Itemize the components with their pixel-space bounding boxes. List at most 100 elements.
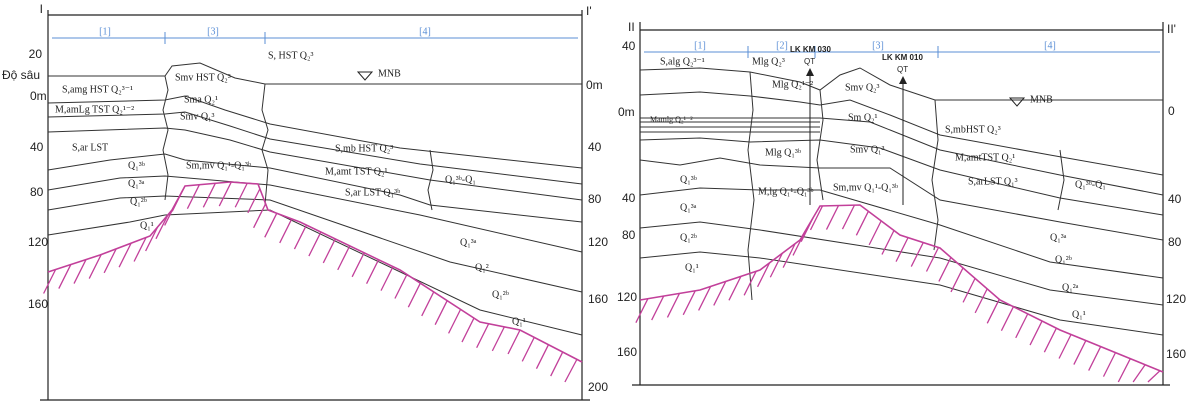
layer-boundary: [640, 158, 1163, 240]
section-end: I': [586, 4, 592, 18]
bedrock-hatch: [44, 270, 56, 294]
bedrock-hatch: [856, 211, 868, 235]
unit-label: Q₁³ᵇ-Q₁: [1075, 179, 1106, 190]
water-level: MNB: [378, 68, 401, 79]
bedrock-hatch: [1059, 335, 1071, 359]
zone-label: [1]: [694, 40, 706, 51]
layer-boundary: [640, 92, 1163, 175]
depth-label: 0: [1168, 104, 1175, 118]
bedrock-hatch: [280, 219, 292, 243]
zone-boundary: [262, 84, 268, 205]
depth-label: 80: [588, 192, 602, 206]
depth-label: 200: [588, 380, 608, 394]
bedrock-hatch: [1148, 371, 1160, 382]
bedrock-hatch: [911, 243, 923, 267]
right-section: II II' [1] [2] [3] [4] 40 0m 40 80 120 1…: [617, 20, 1186, 385]
unit-label: Q₁³ᵃ: [460, 237, 477, 248]
zone-label: [1]: [99, 26, 111, 37]
layer-boundary: [640, 252, 1163, 335]
bedrock-hatch: [492, 327, 504, 351]
unit-label: M,amtTST Q₂¹: [955, 152, 1015, 163]
depth-title: Độ sâu: [2, 68, 40, 82]
depth-label: 80: [1168, 235, 1182, 249]
bedrock-hatch: [826, 206, 838, 230]
unit-label: Q₁²ᵇ: [1055, 254, 1072, 265]
bedrock-surface: [48, 182, 582, 362]
depth-label: 20: [29, 47, 43, 61]
borehole-arrow: [806, 68, 814, 76]
layer-boundary: [48, 112, 582, 184]
bedrock-surface: [640, 205, 1163, 372]
zone-label: [4]: [1044, 40, 1056, 51]
bedrock-hatch: [683, 291, 695, 315]
cross-sections: I I' [1] [3] [4] 20 Độ sâu 0m 40 80 120 …: [0, 0, 1194, 410]
depth-label: 40: [1168, 192, 1182, 206]
bedrock-hatch: [172, 187, 184, 211]
zone-boundary: [748, 72, 754, 300]
water-level: MNB: [1030, 94, 1053, 105]
bedrock-hatch: [636, 299, 648, 323]
bedrock-hatch: [203, 183, 215, 207]
layer-boundary: [640, 188, 1163, 278]
layer-boundary: [48, 63, 582, 84]
unit-label: Smv Q₂³: [845, 82, 880, 93]
bedrock-hatch: [265, 213, 277, 237]
bedrock-hatch: [449, 309, 461, 333]
unit-label: S,ar LST Q₁³ᵇ: [345, 187, 400, 198]
unit-label: Q₁²: [475, 262, 489, 273]
depth-label: 40: [622, 39, 636, 53]
bedrock-hatch: [248, 189, 260, 213]
bedrock-hatch: [235, 183, 247, 207]
depth-label: 120: [28, 235, 48, 249]
unit-label: Q₁³ᵇ-Q₁: [445, 174, 476, 185]
borehole-name: LK KM 030: [790, 45, 831, 54]
unit-label: Q₁¹: [512, 316, 526, 327]
unit-label: Smv Q₁³: [850, 144, 885, 155]
depth-label: 120: [1166, 292, 1186, 306]
bedrock-hatch: [294, 225, 306, 249]
section-end: II': [1167, 22, 1176, 36]
bedrock-hatch: [367, 260, 379, 284]
zone-label: [4]: [419, 26, 431, 37]
unit-label: Mamlg Q₂¹⁻²: [650, 115, 693, 124]
borehole-arrow: [899, 76, 907, 84]
unit-label: Q₁¹: [1072, 309, 1086, 320]
bedrock-hatch: [1089, 347, 1101, 371]
unit-label: Q₁²ᵃ: [1062, 282, 1079, 293]
unit-label: Q₁²ᵇ: [130, 196, 147, 207]
bedrock-hatch: [551, 352, 563, 376]
bedrock-hatch: [508, 330, 520, 354]
unit-label: Mlg Q₁³ᵇ: [765, 147, 801, 158]
unit-label: Smv Q₁³: [180, 111, 215, 122]
bedrock-hatch: [435, 301, 447, 325]
unit-label: Sm Q₂¹: [848, 112, 878, 123]
zone-label: [3]: [207, 26, 219, 37]
left-section: I I' [1] [3] [4] 20 Độ sâu 0m 40 80 120 …: [2, 2, 608, 400]
zone-boundary: [163, 76, 168, 200]
unit-label: Sma Q₂¹: [184, 94, 218, 105]
section-start: I: [40, 2, 43, 16]
bedrock-hatch: [219, 182, 231, 206]
depth-label: 160: [617, 345, 637, 359]
depth-label: 80: [30, 185, 44, 199]
bedrock-hatch: [522, 337, 534, 361]
bedrock-hatch: [652, 296, 664, 320]
bedrock-hatch: [422, 292, 434, 316]
unit-label: Q₁³ᵃ: [680, 202, 697, 213]
depth-label: 0m: [618, 105, 635, 119]
unit-label: Mlg Q₂¹⁻²: [772, 79, 813, 90]
zone-boundary: [932, 100, 938, 250]
depth-label: 40: [622, 191, 636, 205]
borehole-code: QT: [897, 65, 908, 74]
bedrock-hatch: [338, 246, 350, 270]
bedrock-hatch: [352, 253, 364, 277]
bedrock-hatch: [1016, 314, 1028, 338]
unit-label: S,amg HST Q₂³⁻¹: [62, 84, 133, 95]
bedrock-hatch: [381, 267, 393, 291]
bedrock-hatch: [1044, 328, 1056, 352]
depth-label: 120: [617, 290, 637, 304]
bedrock-hatch: [939, 257, 951, 281]
unit-label: S, HST Q₂³: [268, 50, 313, 61]
bedrock-hatch: [1118, 359, 1130, 382]
depth-label: 120: [588, 235, 608, 249]
